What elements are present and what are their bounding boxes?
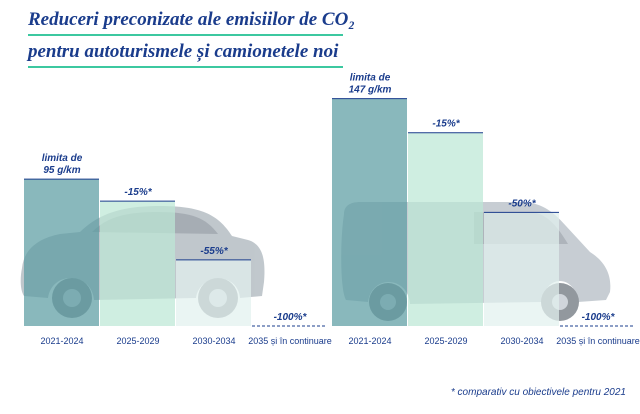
data-label: limita de 95 g/km [42,153,83,176]
category-label: 2025-2029 [424,336,467,346]
bar-car-2 [176,259,251,326]
data-label: -15%* [124,187,152,198]
data-label: -100%* [274,312,308,323]
title-line-2: pentru autoturismele și camionetele noi [28,40,343,68]
bar-van-2 [484,212,559,326]
bar-car-1 [100,201,175,326]
category-label: 2035 și în continuare [556,336,640,346]
category-label: 2025-2029 [116,336,159,346]
category-label: 2021-2024 [40,336,83,346]
bar-van-0 [332,98,407,326]
data-label: limita de 147 g/km [349,73,392,96]
footnote: * comparativ cu obiectivele pentru 2021 [450,387,626,398]
data-label: -100%* [582,312,616,323]
data-label: -55%* [200,246,228,257]
category-label: 2035 și în continuare [248,336,332,346]
category-label: 2030-2034 [500,336,543,346]
data-label: -50%* [508,198,536,209]
bar-car-0 [24,179,99,326]
chart-title: Reduceri preconizate ale emisiilor de CO… [28,8,355,72]
category-label: 2030-2034 [192,336,235,346]
title-line-1: Reduceri preconizate ale emisiilor de CO… [28,8,355,36]
bar-van-1 [408,132,483,326]
data-label: -15%* [432,119,460,130]
category-label: 2021-2024 [348,336,391,346]
